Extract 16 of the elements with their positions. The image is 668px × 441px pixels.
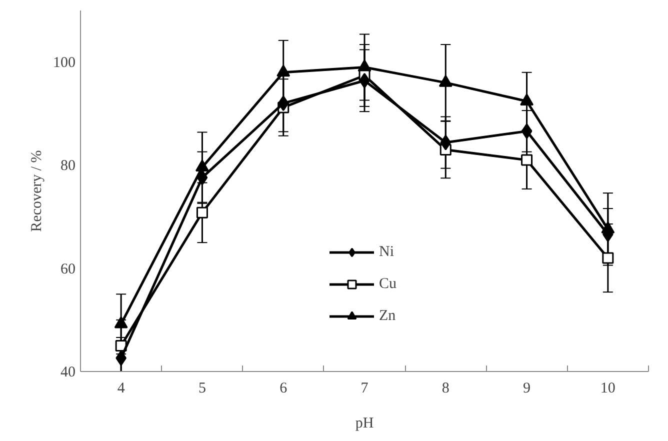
x-tick-label: 9 <box>523 380 531 396</box>
y-tick-label: 60 <box>60 261 76 278</box>
x-axis-title: pH <box>355 416 374 432</box>
legend-label: Cu <box>379 276 398 292</box>
y-tick-label: 80 <box>60 158 76 174</box>
x-tick-label: 4 <box>117 380 126 396</box>
legend-label: Zn <box>379 308 397 324</box>
x-tick-label: 5 <box>198 380 206 396</box>
x-tick-label: 6 <box>280 380 288 396</box>
x-tick-label: 7 <box>360 380 369 396</box>
x-tick-label: 10 <box>600 380 616 396</box>
y-axis-title: Recovery / % <box>29 150 45 232</box>
legend-label: Ni <box>379 244 395 260</box>
y-tick-label: 100 <box>53 55 76 72</box>
y-tick-label: 40 <box>60 364 76 380</box>
x-tick-label: 8 <box>442 380 450 396</box>
